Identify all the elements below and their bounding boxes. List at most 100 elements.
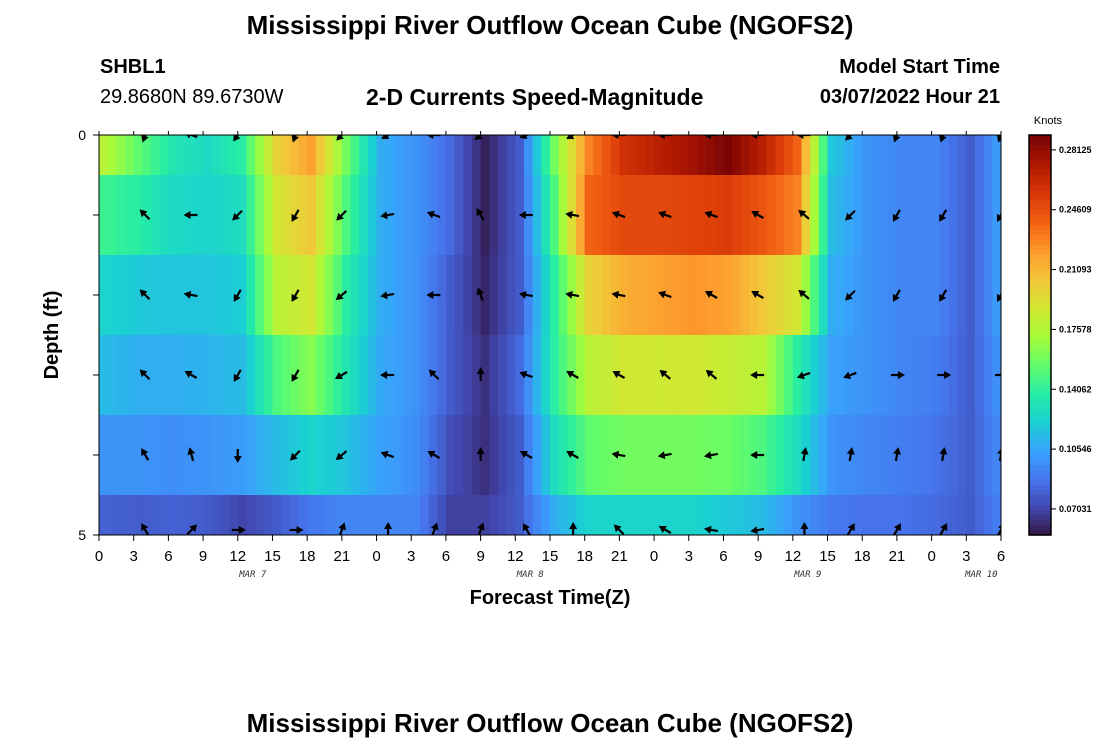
- heatmap-cell: [654, 135, 664, 175]
- heatmap-cell: [393, 175, 404, 255]
- heatmap-cell: [905, 495, 915, 535]
- heatmap-cell: [810, 495, 820, 535]
- heatmap-cell: [766, 495, 777, 535]
- current-arrow: [426, 135, 441, 139]
- heatmap-cell: [775, 495, 785, 535]
- colorbar-segment: [1029, 250, 1051, 256]
- heatmap-cell: [619, 175, 629, 255]
- heatmap-cell: [931, 175, 941, 255]
- heatmap-cell: [645, 255, 655, 335]
- x-tick-label: 12: [785, 548, 802, 565]
- heatmap-cell: [125, 175, 135, 255]
- heatmap-cell: [445, 255, 456, 335]
- heatmap-cell: [402, 495, 412, 535]
- heatmap-cell: [203, 415, 213, 495]
- colorbar-segment: [1029, 410, 1051, 416]
- heatmap-cell: [411, 335, 421, 415]
- heatmap-cell: [914, 255, 924, 335]
- current-arrow: [750, 526, 765, 535]
- heatmap-cell: [177, 135, 187, 175]
- heatmap-cell: [714, 415, 725, 495]
- heatmap-cell: [584, 415, 594, 495]
- colorbar-segment: [1029, 205, 1051, 211]
- heatmap-cell: [471, 415, 482, 495]
- heatmap-cell: [818, 255, 829, 335]
- heatmap-cell: [220, 135, 230, 175]
- heatmap-cell: [203, 175, 213, 255]
- heatmap-cell: [142, 335, 152, 415]
- heatmap-cell: [471, 135, 482, 175]
- heatmap-cell: [298, 175, 308, 255]
- heatmap-cell: [298, 415, 308, 495]
- heatmap-cell: [818, 175, 829, 255]
- heatmap-cell: [974, 335, 985, 415]
- heatmap-cell: [680, 175, 690, 255]
- colorbar-segment: [1029, 430, 1051, 436]
- heatmap-cell: [758, 255, 768, 335]
- heatmap-cell: [836, 495, 846, 535]
- current-arrow: [426, 210, 441, 219]
- heatmap-cell: [402, 175, 412, 255]
- heatmap-cell: [281, 335, 291, 415]
- colorbar-segment: [1029, 230, 1051, 236]
- x-tick-label: 12: [229, 548, 246, 565]
- heatmap-cell: [948, 335, 959, 415]
- heatmap-cell: [289, 135, 300, 175]
- current-arrow: [796, 135, 811, 139]
- heatmap-cell: [246, 415, 256, 495]
- heatmap-cell: [489, 335, 499, 415]
- heatmap-cell: [870, 335, 881, 415]
- current-arrow: [335, 290, 348, 301]
- heatmap-cell: [185, 135, 196, 175]
- heatmap-cell: [411, 135, 421, 175]
- heatmap-cell: [688, 495, 699, 535]
- heatmap-cell: [784, 495, 794, 535]
- heatmap-cell: [914, 415, 924, 495]
- current-arrow: [704, 525, 718, 534]
- heatmap-cell: [307, 335, 317, 415]
- heatmap-cell: [229, 415, 239, 495]
- heatmap-cell: [576, 135, 586, 175]
- heatmap-cell: [818, 495, 829, 535]
- heatmap-cell: [99, 495, 109, 535]
- heatmap-cell: [766, 175, 777, 255]
- heatmap-cell: [654, 495, 664, 535]
- heatmap-cell: [974, 495, 985, 535]
- heatmap-cell: [792, 495, 803, 535]
- colorbar-tick-label: 0.07031: [1059, 504, 1092, 514]
- heatmap-cell: [671, 415, 681, 495]
- heatmap-cell: [350, 135, 360, 175]
- current-arrow: [233, 289, 242, 302]
- current-arrow: [611, 210, 626, 219]
- heatmap-cell: [697, 175, 707, 255]
- heatmap-cell: [844, 495, 855, 535]
- colorbar-segment: [1029, 315, 1051, 321]
- heatmap-cell: [957, 175, 967, 255]
- heatmap-cell: [428, 495, 438, 535]
- heatmap-cell: [593, 495, 603, 535]
- heatmap-cell: [966, 255, 976, 335]
- current-arrow: [658, 290, 672, 299]
- heatmap-cell: [671, 335, 681, 415]
- heatmap-cell: [541, 175, 551, 255]
- heatmap-cell: [584, 135, 594, 175]
- current-arrow: [704, 451, 718, 460]
- current-arrow: [186, 524, 198, 535]
- x-axis-label: Forecast Time(Z): [470, 587, 631, 609]
- heatmap-cell: [367, 255, 378, 335]
- heatmap-cell: [246, 495, 256, 535]
- heatmap-cell: [376, 415, 386, 495]
- current-arrow: [380, 371, 395, 379]
- heatmap-cell: [263, 175, 274, 255]
- heatmap-cell: [610, 135, 620, 175]
- x-tick-label: 18: [299, 548, 316, 565]
- heatmap-cell: [810, 415, 820, 495]
- heatmap-cell: [628, 335, 638, 415]
- heatmap-cell: [116, 175, 126, 255]
- heatmap-cell: [853, 135, 863, 175]
- heatmap-cell: [931, 135, 941, 175]
- heatmap-cell: [211, 255, 222, 335]
- colorbar-segment: [1029, 445, 1051, 451]
- heatmap-cell: [940, 135, 950, 175]
- heatmap-cell: [515, 495, 525, 535]
